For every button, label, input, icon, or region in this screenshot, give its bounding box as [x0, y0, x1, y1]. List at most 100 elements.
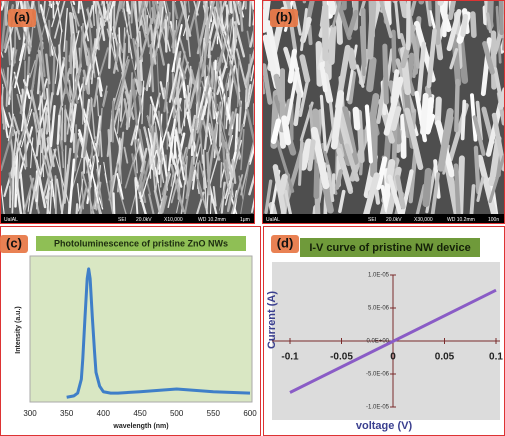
panel-label: (d)	[277, 235, 294, 250]
nanowire	[136, 42, 142, 95]
y-tick-label: 5.0E-06	[368, 306, 390, 312]
nanowire	[203, 88, 212, 150]
nanowire	[216, 72, 229, 123]
nanowire	[80, 0, 90, 42]
nanowire	[137, 160, 147, 193]
nanowire	[37, 7, 50, 52]
nanowire	[442, 0, 448, 38]
panel-label: (c)	[6, 235, 22, 250]
nanowire	[270, 118, 282, 144]
nanowire	[449, 48, 459, 70]
nanowire	[102, 90, 108, 108]
nanowire	[390, 106, 402, 132]
nanowire	[207, 77, 217, 118]
nanowire	[30, 89, 42, 136]
nanowire	[56, 114, 61, 146]
nanowire	[119, 159, 123, 185]
nanowire	[174, 71, 182, 105]
nanowire	[206, 151, 211, 196]
nanowire	[0, 0, 6, 11]
nanowire	[139, 59, 143, 82]
nanowire	[125, 0, 131, 15]
nanowire	[89, 158, 99, 204]
nanowire	[264, 179, 273, 215]
nanowire	[35, 122, 38, 146]
nanowire	[185, 156, 194, 200]
sem-texture	[262, 0, 505, 224]
nanowire	[12, 49, 18, 67]
x-tick-label: 550	[207, 409, 221, 418]
x-tick-label: 500	[170, 409, 184, 418]
nanowire	[2, 68, 10, 97]
nanowire	[186, 84, 193, 136]
nanowire	[420, 92, 429, 135]
nanowire	[16, 0, 20, 16]
nanowire	[115, 162, 121, 180]
title-box	[300, 238, 480, 257]
nanowire	[232, 123, 244, 170]
nanowire	[346, 47, 357, 71]
nanowire	[7, 47, 15, 106]
nanowire	[179, 0, 192, 37]
nanowire	[220, 99, 224, 123]
nanowire	[88, 181, 93, 219]
nanowire	[148, 193, 156, 219]
nanowire	[201, 28, 210, 77]
nanowire	[370, 122, 378, 178]
nanowire	[56, 57, 66, 96]
nanowire	[123, 98, 130, 128]
nanowire	[74, 15, 78, 34]
nanowire	[36, 22, 44, 49]
nanowire	[71, 63, 82, 101]
x-tick-label: 0.1	[489, 352, 503, 363]
nanowire	[208, 18, 216, 39]
nanowire	[183, 99, 186, 127]
nanowire	[334, 169, 343, 190]
x-tick-label: 400	[97, 409, 111, 418]
nanowire	[52, 0, 55, 19]
nanowire	[174, 129, 185, 181]
x-tick-label: 0.05	[435, 352, 455, 363]
nanowire	[238, 175, 244, 200]
nanowire	[137, 0, 145, 22]
nanowire	[327, 0, 337, 16]
nanowire	[222, 162, 231, 194]
nanowire	[202, 149, 207, 209]
nanowire	[138, 95, 143, 114]
y-tick-label: 0.0E+00	[366, 339, 389, 345]
nanowire	[106, 0, 111, 38]
nanowire	[273, 73, 285, 103]
x-tick-label: 0	[390, 352, 396, 363]
nanowire	[87, 159, 104, 210]
nanowire	[191, 169, 197, 190]
nanowire	[116, 173, 124, 200]
nanowire	[404, 107, 424, 171]
nanowire	[216, 71, 223, 103]
nanowire	[54, 29, 63, 84]
nanowire	[239, 161, 250, 221]
chart-title: I-V curve of pristine NW device	[309, 242, 470, 254]
nanowire	[53, 148, 70, 206]
nanowire	[11, 160, 15, 214]
nanowire	[154, 0, 160, 15]
nanowire	[287, 48, 298, 84]
nanowire	[151, 7, 166, 66]
nanowire	[47, 136, 55, 168]
nanowire	[130, 123, 138, 146]
nanowire	[6, 0, 9, 15]
nanowire	[196, 178, 204, 200]
nanowire	[102, 0, 106, 19]
sem-footer-text: 20.0kV	[386, 217, 402, 223]
nanowire	[176, 86, 181, 134]
nanowire	[247, 78, 255, 108]
nanowire	[451, 33, 462, 87]
nanowire	[115, 42, 120, 62]
nanowire	[165, 0, 171, 16]
nanowire	[399, 0, 409, 19]
nanowire	[163, 81, 170, 113]
nanowire	[298, 77, 310, 118]
nanowire	[77, 132, 89, 166]
nanowire	[140, 150, 157, 202]
nanowire	[187, 0, 200, 37]
nanowire	[473, 145, 481, 195]
